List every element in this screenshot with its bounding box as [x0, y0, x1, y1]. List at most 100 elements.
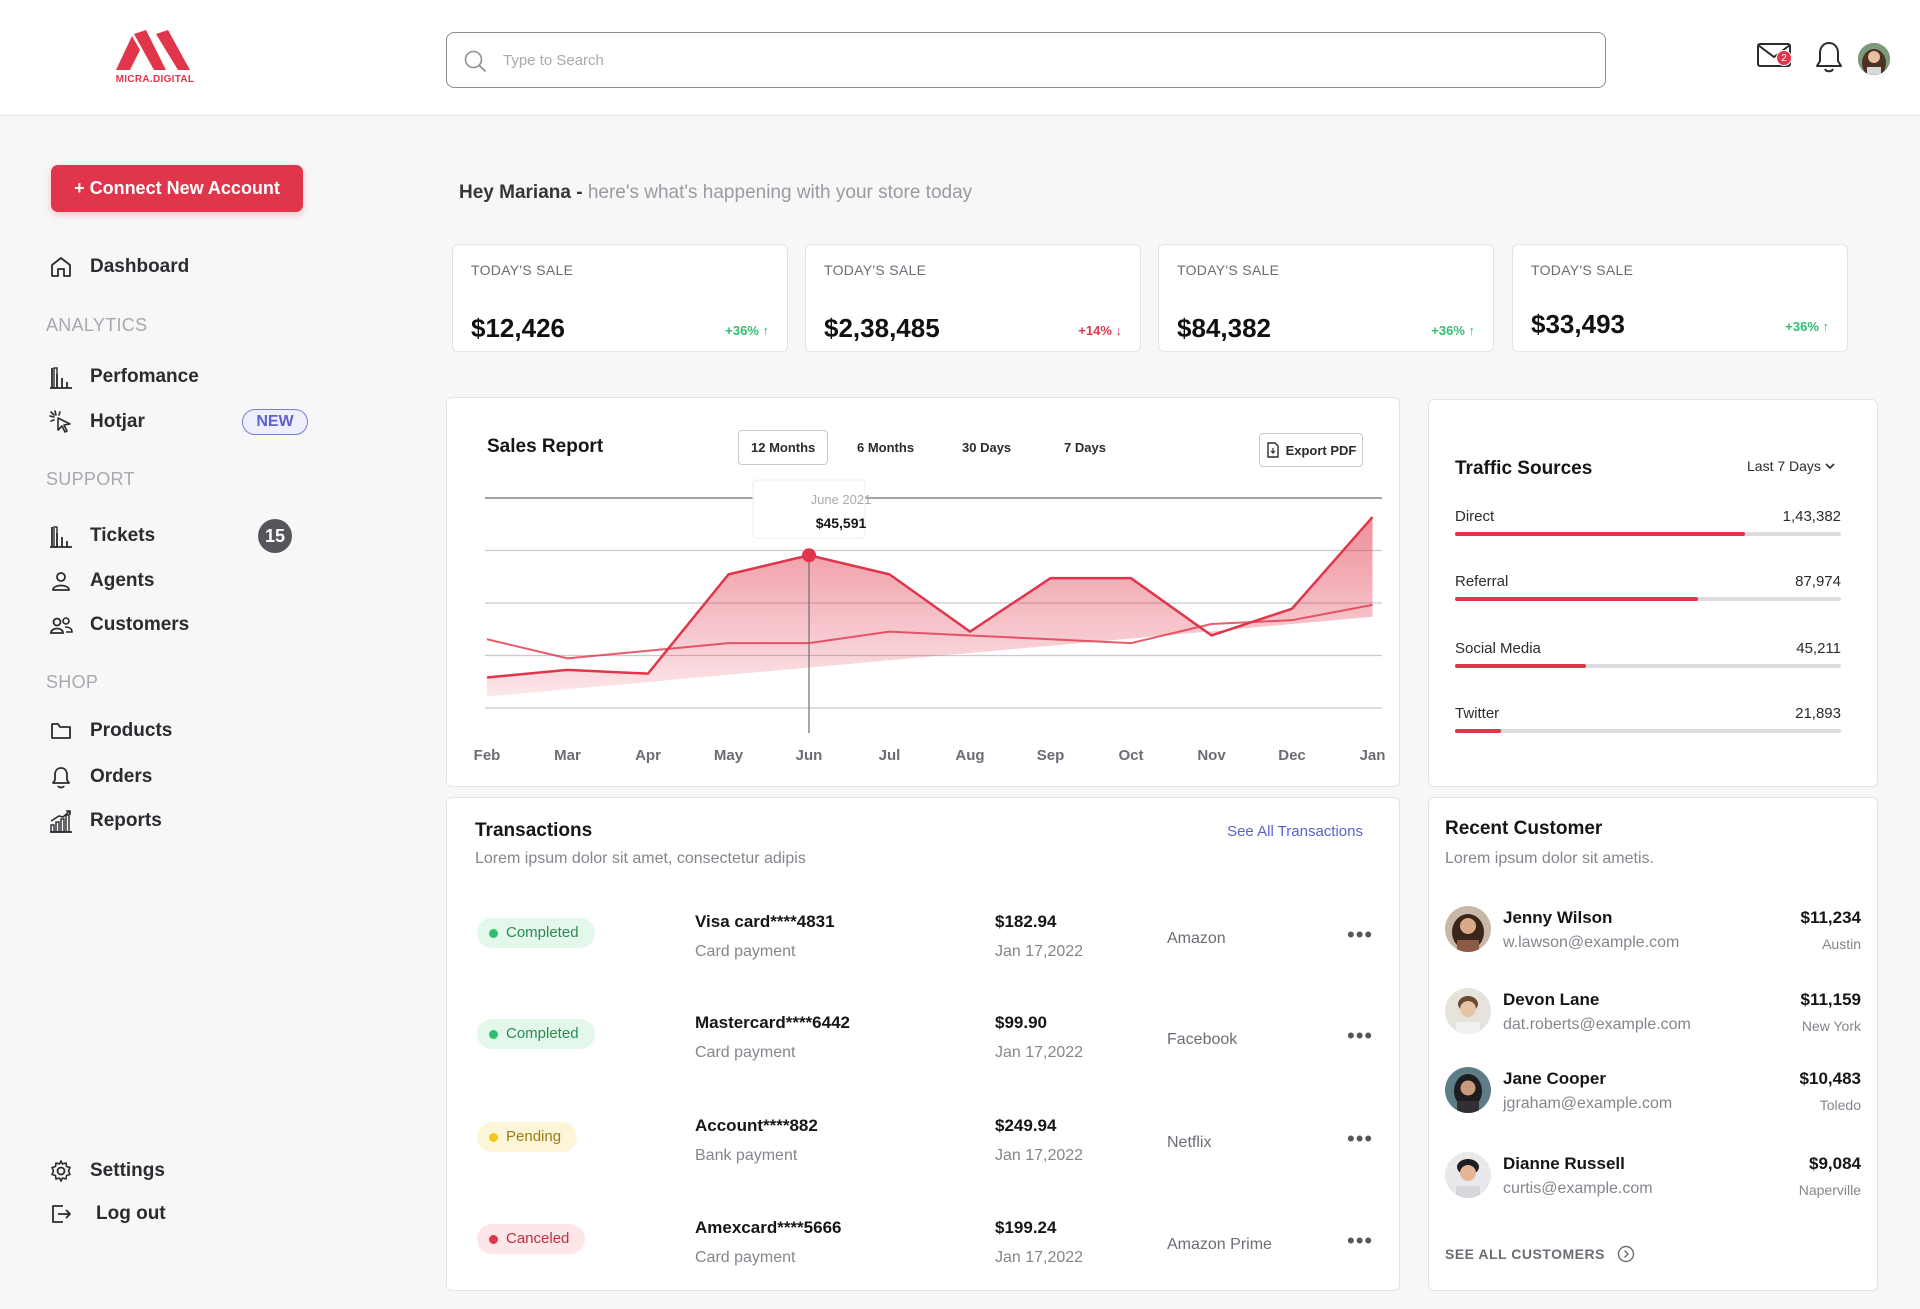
traffic-bar-fill [1455, 532, 1745, 536]
sidebar: + Connect New Account Dashboard ANALYTIC… [0, 116, 420, 1309]
nav-products-label: Products [90, 720, 173, 741]
traffic-bar-track [1455, 664, 1841, 668]
more-options-icon[interactable]: ••• [1347, 1023, 1374, 1048]
range-tab-12-months[interactable]: 12 Months [738, 430, 829, 465]
customer-email: dat.roberts@example.com [1503, 1016, 1691, 1033]
nav-orders[interactable]: Orders [48, 762, 152, 792]
traffic-range-label: Last 7 Days [1747, 458, 1821, 474]
nav-agents[interactable]: Agents [48, 566, 154, 596]
highlight-point [802, 548, 816, 563]
transaction-card: Account****882 [695, 1116, 818, 1135]
series-line-secondary [486, 603, 1373, 660]
nav-customers[interactable]: Customers [48, 610, 189, 640]
x-tick-label: Dec [1278, 747, 1306, 764]
nav-hotjar-label: Hotjar [90, 411, 145, 432]
see-all-transactions-link[interactable]: See All Transactions [1227, 823, 1363, 840]
nav-hotjar[interactable]: Hotjar [48, 407, 145, 437]
more-options-icon[interactable]: ••• [1347, 1126, 1374, 1151]
avatar [1445, 906, 1491, 952]
x-tick-label: May [714, 747, 744, 764]
transaction-card: Visa card****4831 [695, 912, 835, 931]
x-tick-label: Sep [1037, 747, 1065, 764]
range-tab-7-days[interactable]: 7 Days [1064, 440, 1106, 455]
users-icon [48, 612, 74, 638]
see-all-customers-label: SEE ALL CUSTOMERS [1445, 1246, 1605, 1262]
brand-logo[interactable]: MICRA.DIGITAL [110, 26, 200, 88]
transactions-subtitle: Lorem ipsum dolor sit amet, consectetur … [475, 850, 806, 867]
list-item[interactable]: Dianne Russell curtis@example.com $9,084… [1445, 1148, 1861, 1208]
transaction-date: Jan 17,2022 [995, 943, 1084, 960]
recent-customers-panel: Recent Customer Lorem ipsum dolor sit am… [1428, 797, 1878, 1291]
traffic-value: 45,211 [1796, 640, 1841, 657]
search-icon [464, 50, 486, 72]
traffic-label: Twitter [1455, 705, 1500, 722]
nav-products[interactable]: Products [48, 716, 172, 746]
nav-agents-label: Agents [90, 570, 155, 591]
customer-amount: $10,483 [1799, 1069, 1861, 1088]
nav-reports-label: Reports [90, 810, 162, 831]
nav-performance-label: Perfomance [90, 366, 199, 387]
greeting: Hey Mariana - here's what's happening wi… [459, 182, 972, 204]
list-item[interactable]: Jane Cooper jgraham@example.com $10,483 … [1445, 1063, 1861, 1123]
search-input[interactable] [503, 45, 1583, 75]
list-item[interactable]: Devon Lane dat.roberts@example.com $11,1… [1445, 984, 1861, 1044]
greeting-name: Hey Mariana - [459, 182, 583, 203]
transaction-amount: $99.90 [995, 1013, 1047, 1032]
status-badge: Completed [477, 918, 595, 948]
nav-logout[interactable]: Log out [48, 1199, 166, 1229]
traffic-bar-fill [1455, 597, 1699, 601]
nav-settings[interactable]: Settings [48, 1156, 165, 1186]
traffic-range-dropdown[interactable]: Last 7 Days [1747, 458, 1835, 474]
status-badge: Pending [477, 1122, 578, 1152]
nav-reports[interactable]: Reports [48, 806, 162, 836]
see-all-customers-link[interactable]: SEE ALL CUSTOMERS [1445, 1245, 1635, 1263]
export-pdf-button[interactable]: Export PDF [1259, 433, 1363, 467]
customer-amount: $11,234 [1800, 908, 1861, 927]
more-options-icon[interactable]: ••• [1347, 1228, 1374, 1253]
cursor-click-icon [48, 409, 74, 435]
tickets-count-badge: 15 [258, 519, 292, 553]
tooltip-box [752, 479, 866, 539]
search-bar[interactable] [446, 32, 1606, 88]
customer-name: Jenny Wilson [1503, 908, 1613, 927]
table-row: Completed Mastercard****6442 Card paymen… [447, 999, 1401, 1079]
status-badge: Completed [477, 1019, 595, 1049]
logout-icon [48, 1201, 74, 1227]
range-tab-6-months[interactable]: 6 Months [857, 440, 915, 455]
table-row: Completed Visa card****4831 Card payment… [447, 898, 1401, 978]
user-avatar-image [1858, 43, 1890, 75]
nav-performance[interactable]: Perfomance [48, 362, 199, 392]
x-tick-label: Apr [635, 747, 661, 764]
file-icon [1266, 442, 1279, 458]
user-icon [48, 568, 74, 594]
nav-logout-label: Log out [96, 1203, 166, 1224]
list-item[interactable]: Jenny Wilson w.lawson@example.com $11,23… [1445, 902, 1861, 962]
mail-count-badge: 2 [1776, 50, 1792, 66]
greeting-text: here's what's happening with your store … [587, 182, 973, 203]
customer-amount: $9,084 [1809, 1154, 1861, 1173]
nav-dashboard[interactable]: Dashboard [48, 252, 189, 282]
traffic-label: Referral [1455, 573, 1509, 590]
stat-change: +14% ↓ [1078, 323, 1122, 338]
x-tick-label: Nov [1197, 747, 1226, 764]
avatar [1445, 988, 1491, 1034]
x-tick-label: Jan [1360, 747, 1386, 764]
stat-value: $12,426 [471, 313, 565, 343]
transaction-merchant: Facebook [1167, 1031, 1238, 1048]
more-options-icon[interactable]: ••• [1347, 922, 1374, 947]
top-bar: MICRA.DIGITAL 2 [0, 0, 1920, 116]
range-tab-30-days[interactable]: 30 Days [962, 440, 1012, 455]
connect-new-account-button[interactable]: + Connect New Account [51, 165, 303, 212]
transaction-date: Jan 17,2022 [995, 1044, 1084, 1061]
transactions-panel: Transactions Lorem ipsum dolor sit amet,… [446, 797, 1400, 1291]
user-avatar[interactable] [1858, 43, 1890, 75]
bell-icon[interactable] [1814, 40, 1844, 74]
transaction-type: Card payment [695, 943, 796, 960]
stat-card: TODAY'S SALE $33,493 +36% ↑ [1512, 244, 1848, 352]
logo-mark-icon [116, 30, 190, 70]
customer-name: Devon Lane [1503, 990, 1600, 1009]
nav-tickets[interactable]: Tickets [48, 521, 155, 551]
customer-city: Toledo [1819, 1097, 1861, 1113]
sales-report-title: Sales Report [487, 436, 604, 457]
section-support: SUPPORT [46, 469, 135, 489]
